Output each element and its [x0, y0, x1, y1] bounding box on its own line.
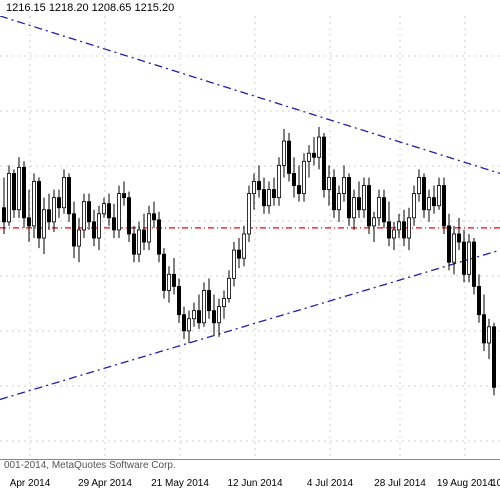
- chart-plot-area[interactable]: [0, 16, 500, 460]
- x-axis-tick: 4 Jul 2014: [307, 478, 353, 489]
- x-axis-tick: Apr 2014: [10, 478, 51, 489]
- chart-container: 1216.15 1218.20 1208.65 1215.20 001-2014…: [0, 0, 500, 500]
- copyright-text: 001-2014, MetaQuotes Software Corp.: [4, 460, 176, 471]
- x-axis-tick: 29 Apr 2014: [78, 478, 132, 489]
- x-axis-tick: 10: [491, 478, 500, 489]
- x-axis-tick: 19 Aug 2014: [437, 478, 493, 489]
- x-axis-tick: 21 May 2014: [151, 478, 209, 489]
- x-axis-tick: 12 Jun 2014: [227, 478, 282, 489]
- x-axis-tick: 28 Jul 2014: [374, 478, 426, 489]
- x-axis: Apr 2014 29 Apr 2014 21 May 2014 12 Jun 201…: [0, 478, 500, 500]
- ohlc-header: 1216.15 1218.20 1208.65 1215.20: [6, 2, 174, 14]
